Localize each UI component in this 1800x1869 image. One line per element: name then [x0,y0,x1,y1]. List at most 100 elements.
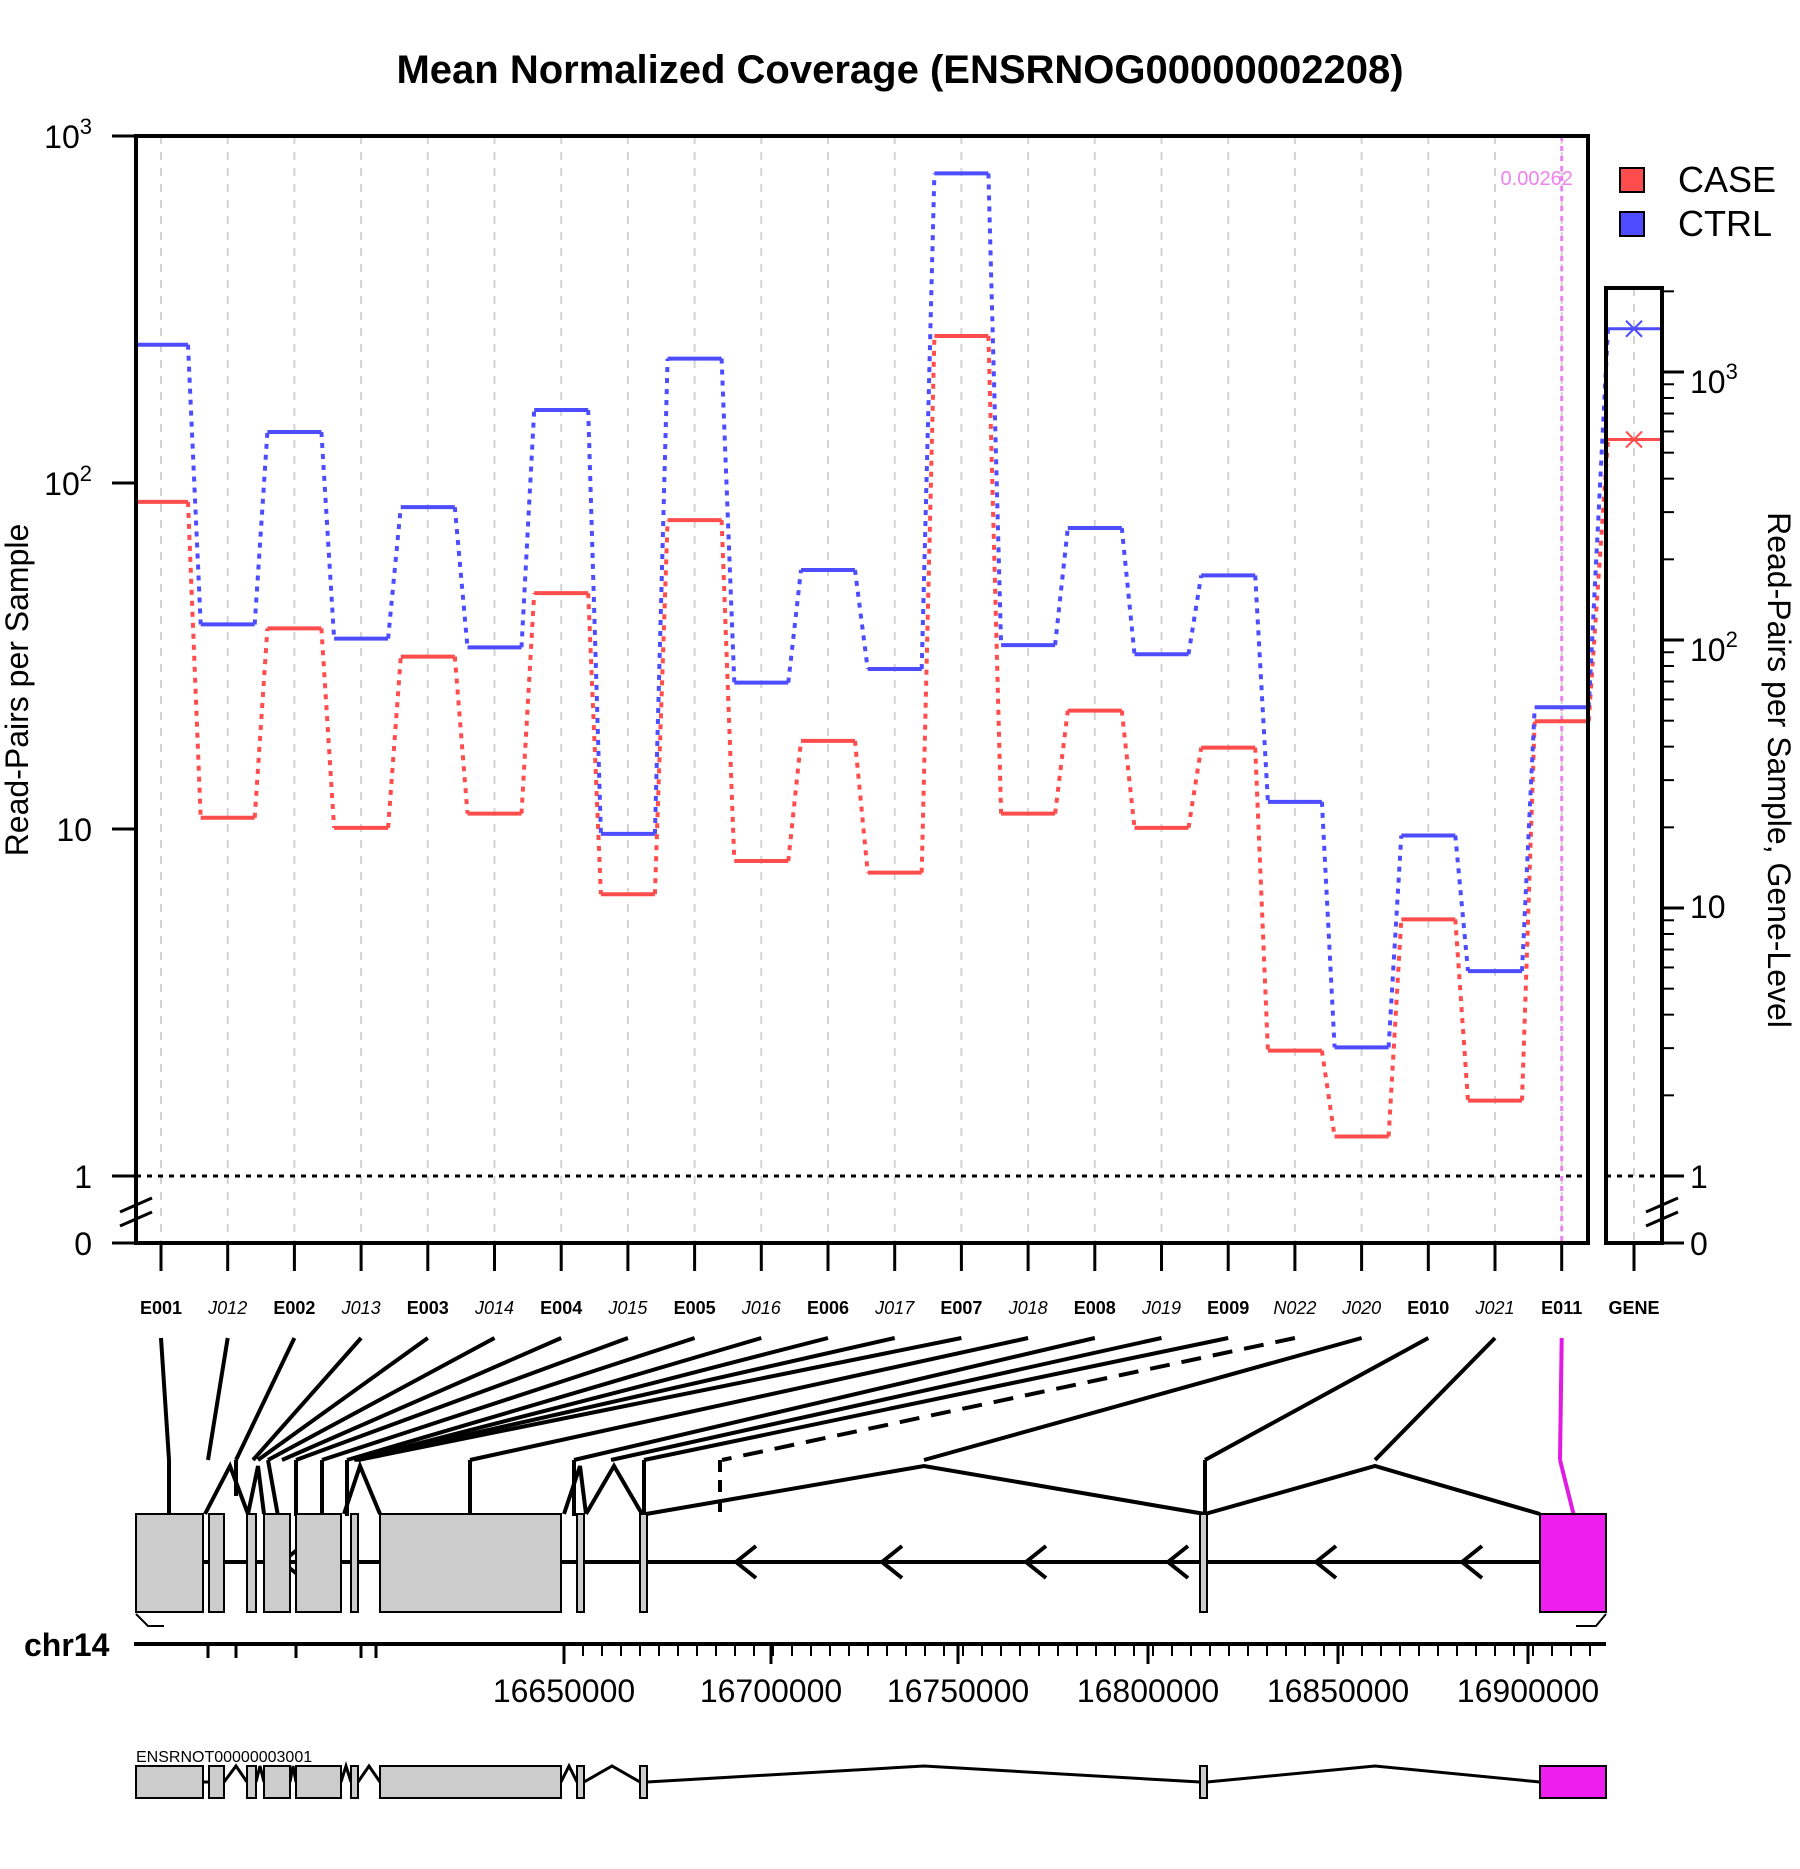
ctrl-connector [252,431,270,625]
feature-connector [281,1336,563,1462]
strand-arrow [878,1544,904,1580]
y-tick-label-left: 0 [74,1226,92,1262]
y-axis-right-break-mark [1645,1196,1679,1228]
feature-connector [206,1337,230,1461]
gene-model [135,1513,1607,1627]
x-category-label: E008 [1074,1298,1116,1318]
genome-tick-label: 16750000 [887,1673,1029,1709]
exon-block [350,1513,359,1613]
exon-block [639,1513,648,1613]
x-category-label: J017 [874,1298,915,1318]
junction-arc [1204,1463,1541,1516]
feature-connector [234,1337,297,1461]
series-layer [134,171,1589,1139]
ctrl-connector [319,431,337,639]
transcript-exon [208,1765,225,1799]
exon-block [263,1513,291,1613]
transcript-exon [295,1765,342,1799]
case-connector [719,519,737,862]
case-connector [1053,710,1070,814]
exon-block [1199,1513,1208,1613]
junction-arc [203,1461,250,1515]
case-connector [519,593,537,814]
highlight-pvalue: 0.00262 [1501,168,1573,190]
y-tick-label-right: 102 [1690,627,1738,668]
ctrl-connector [1186,575,1204,655]
ctrl-connector [1319,801,1337,1048]
x-category-label: J013 [341,1298,381,1318]
y-axis-left-break-mark [119,1196,153,1228]
exon-block [135,1513,204,1613]
case-connector [186,501,203,818]
x-category-label: J012 [207,1298,247,1318]
case-connector [452,656,470,814]
transcript-exon [135,1765,204,1799]
case-connector [252,628,270,818]
chart-title: Mean Normalized Coverage (ENSRNOG0000000… [396,48,1403,92]
x-category-label: E009 [1207,1298,1249,1318]
exon-block [246,1513,257,1613]
transcript-model: ENSRNOT00000003001 [135,1749,1607,1799]
x-category-label: E001 [140,1298,182,1318]
strand-arrow [732,1544,758,1580]
case-connector [1453,919,1470,1101]
x-category-label: J019 [1141,1298,1181,1318]
x-category-label: J015 [607,1298,648,1318]
exon-blocks [135,1513,1607,1613]
exon-block [295,1513,342,1613]
x-category-label: E002 [273,1298,315,1318]
transcript-label: ENSRNOT00000003001 [136,1749,312,1766]
case-connector [652,520,670,895]
transcript-intron [222,1763,249,1783]
feature-connector [251,1336,363,1462]
ctrl-connector [853,569,870,670]
y-tick-label-right: 103 [1690,359,1738,400]
x-category-label: E007 [940,1298,982,1318]
y-axis-left: 0 1 10 102 103 [44,114,153,1262]
feature-connector [573,1336,1096,1462]
transcript-intron [356,1763,382,1783]
transcript-exon [246,1765,257,1799]
transcript-exon [350,1765,359,1799]
transcript-intron [559,1762,579,1783]
y-tick-label-right: 1 [1690,1159,1708,1195]
ctrl-connector [519,409,537,648]
legend: CASE CTRL [1619,159,1776,244]
x-category-label: E004 [540,1298,582,1318]
case-connector [1520,721,1537,1101]
x-category-label: J021 [1474,1298,1514,1318]
legend-swatch-case [1619,167,1645,193]
feature-connector [643,1336,1229,1462]
feature-connector [295,1336,629,1462]
feature-connector [721,1336,1296,1462]
feature-connector [321,1336,696,1462]
ctrl-connector [386,506,403,639]
case-connector [1319,1050,1337,1137]
case-connector [1119,710,1137,829]
feature-connector [610,1336,1162,1462]
x-category-label: J018 [1008,1298,1048,1318]
connector-stub [266,1459,280,1517]
case-connector [986,335,1004,814]
case-connector [786,740,803,862]
case-connector [853,740,870,873]
y-axis-title-left: Read-Pairs per Sample [0,524,35,857]
strand-arrow [1164,1544,1190,1580]
ctrl-connector [1119,527,1137,655]
case-connector [1186,747,1204,829]
chromosome-label: chr14 [24,1627,110,1663]
transcript-intron [339,1760,353,1783]
x-category-label: J014 [474,1298,514,1318]
feature-connector [469,1336,1029,1462]
feature-connector [1373,1336,1497,1462]
feature-connector [256,1336,429,1462]
y-tick-label-left: 102 [44,461,92,502]
x-category-label: N022 [1273,1298,1316,1318]
ctrl-connector [1453,835,1470,972]
x-category-label: J016 [741,1298,782,1318]
junction-arc [645,1463,1206,1516]
feature-connector [357,1336,962,1462]
case-connector [386,656,403,828]
x-category-label: E006 [807,1298,849,1318]
y-axis-right: 0 1 10 102 103 [1645,288,1738,1262]
